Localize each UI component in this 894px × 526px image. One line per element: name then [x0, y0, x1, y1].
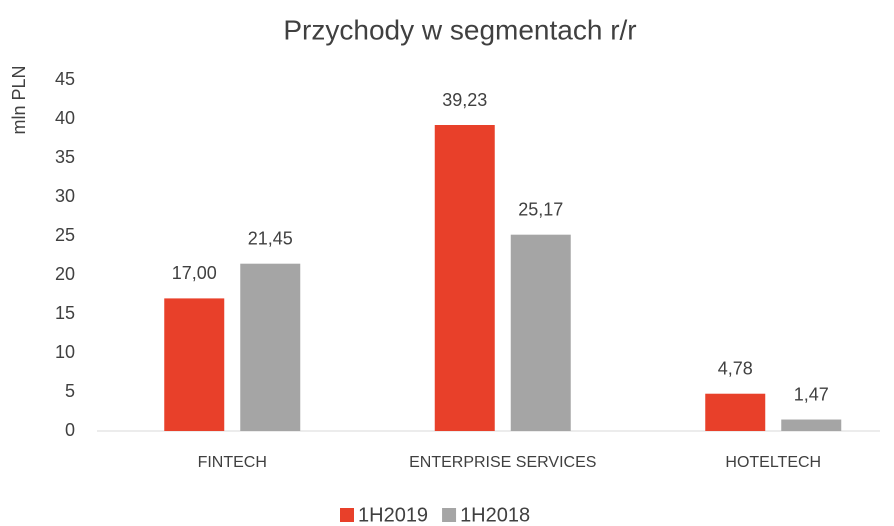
legend-swatch — [340, 508, 354, 522]
y-tick-label: 10 — [55, 342, 75, 362]
data-label: 17,00 — [172, 263, 217, 283]
legend-swatch — [442, 508, 457, 522]
y-tick-label: 5 — [65, 381, 75, 401]
y-tick-label: 40 — [55, 108, 75, 128]
data-label: 21,45 — [248, 228, 293, 248]
bar — [434, 125, 495, 432]
legend-label: 1H2018 — [460, 504, 530, 526]
bar — [164, 298, 225, 431]
data-label: 39,23 — [442, 90, 487, 110]
bar — [705, 393, 766, 431]
y-tick-label: 25 — [55, 225, 75, 245]
y-tick-label: 30 — [55, 186, 75, 206]
y-tick-label: 15 — [55, 303, 75, 323]
legend-label: 1H2019 — [358, 504, 428, 526]
bar — [510, 234, 571, 431]
x-tick-label: FINTECH — [198, 454, 267, 471]
data-label: 1,47 — [794, 384, 829, 404]
bar — [240, 263, 301, 431]
y-axis-label: mln PLN — [9, 65, 29, 134]
y-tick-label: 45 — [55, 69, 75, 89]
data-label: 4,78 — [718, 358, 753, 378]
x-tick-label: ENTERPRISE SERVICES — [409, 454, 596, 471]
chart-title: Przychody w segmentach r/r — [283, 14, 636, 45]
y-tick-label: 35 — [55, 147, 75, 167]
data-label: 25,17 — [518, 199, 563, 219]
bar — [781, 419, 842, 431]
y-tick-label: 20 — [55, 264, 75, 284]
y-tick-label: 0 — [65, 420, 75, 440]
x-tick-label: HOTELTECH — [725, 454, 821, 471]
